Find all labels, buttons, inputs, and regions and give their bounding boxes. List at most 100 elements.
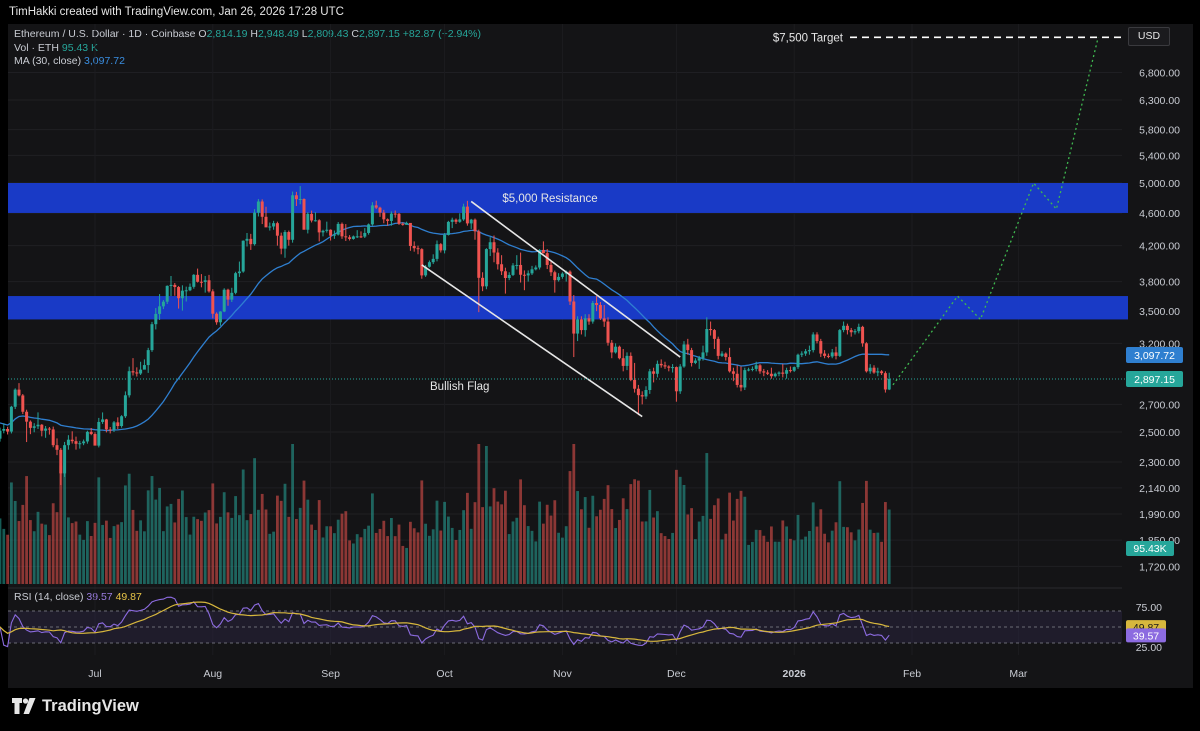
volume-bar [610,509,614,584]
volume-bar [663,536,667,584]
symbol-title[interactable]: Ethereum / U.S. Dollar · 1D · Coinbase [14,28,196,40]
candle [690,347,694,367]
candle [792,366,796,372]
volume-bar [120,522,123,584]
candle-body [177,287,181,299]
volume-bar [25,476,28,584]
candle-body [196,274,200,282]
candle [36,412,40,429]
volume-bar [325,526,329,584]
candle-body [199,281,203,283]
volume-bar [234,496,237,584]
volume-bar [523,505,526,584]
candle [652,367,656,383]
candle [716,336,720,360]
candle-body [344,236,348,238]
candle-body [526,273,530,276]
volume-bar [181,490,184,584]
candle-body [317,220,321,233]
candle [872,365,876,374]
candle [587,314,591,325]
volume-bar [488,506,492,584]
candle [336,222,340,236]
candle-body [652,371,656,374]
volume-bar [530,530,534,584]
volume-bar [542,523,545,584]
volume-bar [846,527,849,584]
volume-bar [751,541,754,584]
candle-body [386,219,390,221]
candle [351,235,355,240]
volume-bar [238,515,241,584]
volume-bar [884,502,887,584]
volume-bar [295,518,298,584]
candle [355,230,359,239]
candle [0,427,2,442]
candle-body [720,353,724,356]
candle [481,272,485,292]
volume-bar [842,526,845,584]
candle [503,267,507,294]
candle-body [348,237,352,239]
volume-bar [222,492,226,584]
candle-body [245,238,249,241]
candle-body [807,350,811,352]
candle [747,367,751,372]
candle-body [500,264,504,272]
candle-body [329,229,333,236]
price-tick-label: 5,000.00 [1139,178,1180,190]
candle [393,210,397,218]
publisher-credit: TimHakki created with TradingView.com, J… [9,6,344,18]
candle [815,332,819,344]
volume-bar [105,520,108,584]
volume-bar [667,539,671,584]
candle-body [135,372,139,374]
volume-label[interactable]: Vol · ETH [14,41,59,54]
candle [127,366,131,398]
candle [796,353,800,369]
candle-body [28,421,32,428]
candle-body [325,229,329,231]
candle-body [131,371,135,373]
candle-body [279,235,283,249]
candle [541,241,545,254]
candle-body [439,244,443,251]
candle-body [446,221,450,235]
tradingview-logo[interactable]: TradingView [12,697,139,719]
candle [230,287,234,303]
currency-button[interactable]: USD [1128,27,1170,46]
candle [515,255,519,270]
candle-body [842,325,846,331]
volume-bar [747,544,750,584]
candle [602,305,606,327]
open-value: 2,814.19 [206,28,248,40]
volume-bar [97,477,101,584]
candle-body [25,411,29,422]
ma-label[interactable]: MA (30, close) [14,55,82,67]
candle [598,302,602,320]
volume-bar [435,500,439,584]
volume-bar [838,481,842,584]
candle [484,248,488,290]
candle [397,212,401,225]
candle [644,386,648,400]
candle-body [602,318,606,322]
candle [6,426,10,435]
candle-body [17,389,21,396]
volume-bar [735,498,739,584]
candle [636,384,640,416]
candle [420,248,424,279]
price-tick-label: 2,700.00 [1139,399,1180,411]
candle-body [363,232,367,237]
candle-body [427,262,431,267]
rsi-label[interactable]: RSI (14, close) [14,591,84,603]
volume-bar [720,539,724,584]
volume-bar [36,511,40,584]
candle-body [693,360,697,363]
volume-bar [67,517,70,584]
candle-body [158,306,162,314]
candle-body [823,353,827,356]
price-tick-label: 1,720.00 [1139,561,1180,573]
